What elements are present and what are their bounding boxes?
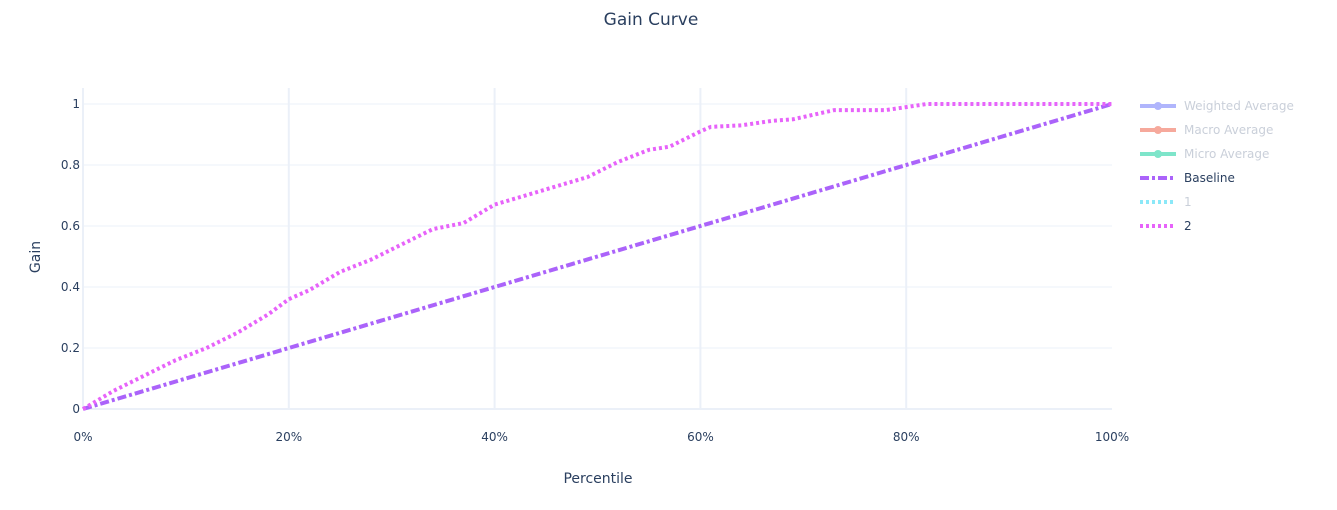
legend-label: Micro Average xyxy=(1184,147,1269,161)
legend-item-1[interactable]: 1 xyxy=(1140,195,1192,209)
tick-labels: 0 0.2 0.4 0.6 0.8 1 0% 20% 40% 60% 80% 100% xyxy=(61,97,1129,444)
y-tick-label: 0.6 xyxy=(61,219,80,233)
x-tick-label: 20% xyxy=(275,430,302,444)
x-axis-title: Percentile xyxy=(563,471,632,487)
legend-label: Weighted Average xyxy=(1184,99,1294,113)
series-line-2 xyxy=(81,102,1112,411)
legend-label: Macro Average xyxy=(1184,123,1273,137)
legend-marker xyxy=(1154,150,1162,158)
legend-item-micro-average[interactable]: Micro Average xyxy=(1140,147,1269,161)
legend[interactable]: Weighted Average Macro Average Micro Avera… xyxy=(1140,99,1294,233)
series-lines xyxy=(81,102,1113,411)
legend-marker xyxy=(1154,126,1162,134)
y-tick-label: 1 xyxy=(72,97,80,111)
x-tick-label: 40% xyxy=(481,430,508,444)
series-line-baseline xyxy=(82,102,1113,411)
legend-item-2[interactable]: 2 xyxy=(1140,219,1192,233)
x-tick-label: 80% xyxy=(893,430,920,444)
x-tick-label: 0% xyxy=(73,430,92,444)
y-tick-label: 0 xyxy=(72,402,80,416)
legend-marker xyxy=(1154,102,1162,110)
y-tick-label: 0.2 xyxy=(61,341,80,355)
y-tick-label: 0.8 xyxy=(61,158,80,172)
legend-label: Baseline xyxy=(1184,171,1235,185)
axes xyxy=(82,88,1112,410)
grid-lines xyxy=(83,88,1112,409)
y-axis-title: Gain xyxy=(28,241,44,273)
x-tick-label: 100% xyxy=(1095,430,1129,444)
legend-item-baseline[interactable]: Baseline xyxy=(1140,171,1235,185)
legend-label: 2 xyxy=(1184,219,1192,233)
y-tick-label: 0.4 xyxy=(61,280,80,294)
legend-label: 1 xyxy=(1184,195,1192,209)
legend-item-macro-average[interactable]: Macro Average xyxy=(1140,123,1273,137)
chart-title: Gain Curve xyxy=(604,10,699,30)
legend-item-weighted-average[interactable]: Weighted Average xyxy=(1140,99,1294,113)
x-tick-label: 60% xyxy=(687,430,714,444)
